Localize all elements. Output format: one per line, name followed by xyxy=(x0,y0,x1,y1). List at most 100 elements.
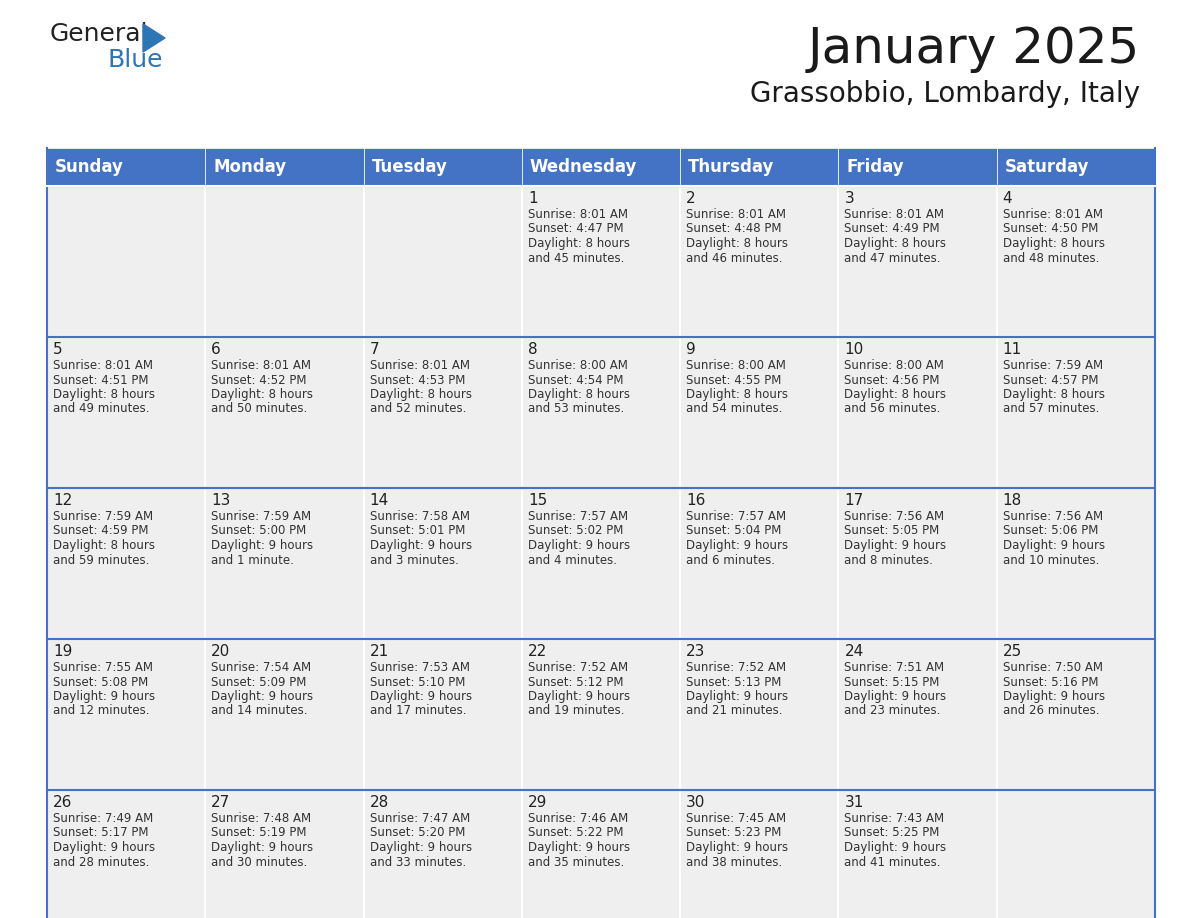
Text: 7: 7 xyxy=(369,342,379,357)
Text: Sunset: 5:09 PM: Sunset: 5:09 PM xyxy=(211,676,307,688)
Text: and 12 minutes.: and 12 minutes. xyxy=(53,704,150,718)
Text: Daylight: 8 hours: Daylight: 8 hours xyxy=(527,237,630,250)
Text: 12: 12 xyxy=(53,493,72,508)
Text: Sunset: 5:01 PM: Sunset: 5:01 PM xyxy=(369,524,465,538)
Text: Tuesday: Tuesday xyxy=(372,158,448,176)
Text: Sunrise: 7:52 AM: Sunrise: 7:52 AM xyxy=(527,661,628,674)
Text: Daylight: 9 hours: Daylight: 9 hours xyxy=(53,690,156,703)
Text: Sunset: 4:52 PM: Sunset: 4:52 PM xyxy=(211,374,307,386)
Text: Daylight: 8 hours: Daylight: 8 hours xyxy=(369,388,472,401)
Bar xyxy=(997,148,1155,186)
Text: and 10 minutes.: and 10 minutes. xyxy=(1003,554,1099,566)
Text: and 46 minutes.: and 46 minutes. xyxy=(687,252,783,264)
Text: Daylight: 9 hours: Daylight: 9 hours xyxy=(687,841,789,854)
Text: 13: 13 xyxy=(211,493,230,508)
Text: and 45 minutes.: and 45 minutes. xyxy=(527,252,624,264)
Text: Sunset: 5:13 PM: Sunset: 5:13 PM xyxy=(687,676,782,688)
Text: Sunrise: 7:46 AM: Sunrise: 7:46 AM xyxy=(527,812,628,825)
Text: 17: 17 xyxy=(845,493,864,508)
Text: Daylight: 9 hours: Daylight: 9 hours xyxy=(211,841,314,854)
Text: Sunrise: 7:53 AM: Sunrise: 7:53 AM xyxy=(369,661,469,674)
Text: Daylight: 9 hours: Daylight: 9 hours xyxy=(53,841,156,854)
Text: and 38 minutes.: and 38 minutes. xyxy=(687,856,783,868)
Text: Sunrise: 7:45 AM: Sunrise: 7:45 AM xyxy=(687,812,786,825)
Text: Daylight: 8 hours: Daylight: 8 hours xyxy=(53,388,154,401)
Text: and 56 minutes.: and 56 minutes. xyxy=(845,402,941,416)
Text: Sunrise: 8:01 AM: Sunrise: 8:01 AM xyxy=(527,208,627,221)
Bar xyxy=(681,488,839,639)
Bar xyxy=(48,186,206,337)
Text: Sunrise: 7:52 AM: Sunrise: 7:52 AM xyxy=(687,661,786,674)
Bar xyxy=(364,790,522,918)
Text: and 50 minutes.: and 50 minutes. xyxy=(211,402,308,416)
Bar xyxy=(206,488,364,639)
Text: Sunset: 4:50 PM: Sunset: 4:50 PM xyxy=(1003,222,1098,236)
Text: Sunrise: 7:48 AM: Sunrise: 7:48 AM xyxy=(211,812,311,825)
Text: 15: 15 xyxy=(527,493,548,508)
Text: Saturday: Saturday xyxy=(1005,158,1089,176)
Bar xyxy=(48,337,206,488)
Text: Sunset: 5:17 PM: Sunset: 5:17 PM xyxy=(53,826,148,839)
Text: Blue: Blue xyxy=(108,48,164,72)
Text: Sunset: 5:06 PM: Sunset: 5:06 PM xyxy=(1003,524,1098,538)
Text: and 54 minutes.: and 54 minutes. xyxy=(687,402,783,416)
Text: Sunrise: 7:57 AM: Sunrise: 7:57 AM xyxy=(687,510,786,523)
Text: January 2025: January 2025 xyxy=(808,25,1140,73)
Text: Monday: Monday xyxy=(214,158,286,176)
Text: 25: 25 xyxy=(1003,644,1022,659)
Bar xyxy=(681,790,839,918)
Text: and 53 minutes.: and 53 minutes. xyxy=(527,402,624,416)
Text: 11: 11 xyxy=(1003,342,1022,357)
Text: Daylight: 9 hours: Daylight: 9 hours xyxy=(845,539,947,552)
Text: 27: 27 xyxy=(211,795,230,810)
Bar xyxy=(364,337,522,488)
Text: Daylight: 9 hours: Daylight: 9 hours xyxy=(369,690,472,703)
Bar xyxy=(681,186,839,337)
Text: Sunset: 5:25 PM: Sunset: 5:25 PM xyxy=(845,826,940,839)
Text: and 17 minutes.: and 17 minutes. xyxy=(369,704,466,718)
Text: Sunrise: 8:01 AM: Sunrise: 8:01 AM xyxy=(687,208,786,221)
Text: Sunset: 5:19 PM: Sunset: 5:19 PM xyxy=(211,826,307,839)
Text: Sunrise: 8:01 AM: Sunrise: 8:01 AM xyxy=(369,359,469,372)
Text: Daylight: 9 hours: Daylight: 9 hours xyxy=(687,539,789,552)
Text: Sunrise: 7:59 AM: Sunrise: 7:59 AM xyxy=(211,510,311,523)
Text: and 33 minutes.: and 33 minutes. xyxy=(369,856,466,868)
Text: 8: 8 xyxy=(527,342,537,357)
Text: 31: 31 xyxy=(845,795,864,810)
Text: Wednesday: Wednesday xyxy=(530,158,637,176)
Text: and 49 minutes.: and 49 minutes. xyxy=(53,402,150,416)
Bar xyxy=(206,186,364,337)
Bar xyxy=(839,639,997,790)
Text: 5: 5 xyxy=(53,342,63,357)
Text: Sunrise: 8:00 AM: Sunrise: 8:00 AM xyxy=(527,359,627,372)
Text: and 3 minutes.: and 3 minutes. xyxy=(369,554,459,566)
Text: Daylight: 8 hours: Daylight: 8 hours xyxy=(527,388,630,401)
Polygon shape xyxy=(143,24,165,52)
Text: and 21 minutes.: and 21 minutes. xyxy=(687,704,783,718)
Text: and 30 minutes.: and 30 minutes. xyxy=(211,856,308,868)
Bar xyxy=(839,148,997,186)
Bar xyxy=(206,790,364,918)
Text: and 41 minutes.: and 41 minutes. xyxy=(845,856,941,868)
Text: Grassobbio, Lombardy, Italy: Grassobbio, Lombardy, Italy xyxy=(750,80,1140,108)
Bar xyxy=(522,148,681,186)
Bar xyxy=(839,488,997,639)
Text: Sunset: 5:08 PM: Sunset: 5:08 PM xyxy=(53,676,148,688)
Text: and 4 minutes.: and 4 minutes. xyxy=(527,554,617,566)
Text: Sunrise: 7:51 AM: Sunrise: 7:51 AM xyxy=(845,661,944,674)
Text: Daylight: 9 hours: Daylight: 9 hours xyxy=(1003,690,1105,703)
Text: Sunset: 5:20 PM: Sunset: 5:20 PM xyxy=(369,826,465,839)
Bar xyxy=(48,488,206,639)
Bar xyxy=(48,790,206,918)
Bar xyxy=(522,186,681,337)
Text: Sunset: 5:05 PM: Sunset: 5:05 PM xyxy=(845,524,940,538)
Text: Sunrise: 7:55 AM: Sunrise: 7:55 AM xyxy=(53,661,153,674)
Text: and 23 minutes.: and 23 minutes. xyxy=(845,704,941,718)
Text: and 47 minutes.: and 47 minutes. xyxy=(845,252,941,264)
Text: and 59 minutes.: and 59 minutes. xyxy=(53,554,150,566)
Text: Daylight: 8 hours: Daylight: 8 hours xyxy=(211,388,314,401)
Text: Daylight: 9 hours: Daylight: 9 hours xyxy=(369,841,472,854)
Text: 23: 23 xyxy=(687,644,706,659)
Text: Sunrise: 8:00 AM: Sunrise: 8:00 AM xyxy=(845,359,944,372)
Text: Sunset: 4:47 PM: Sunset: 4:47 PM xyxy=(527,222,624,236)
